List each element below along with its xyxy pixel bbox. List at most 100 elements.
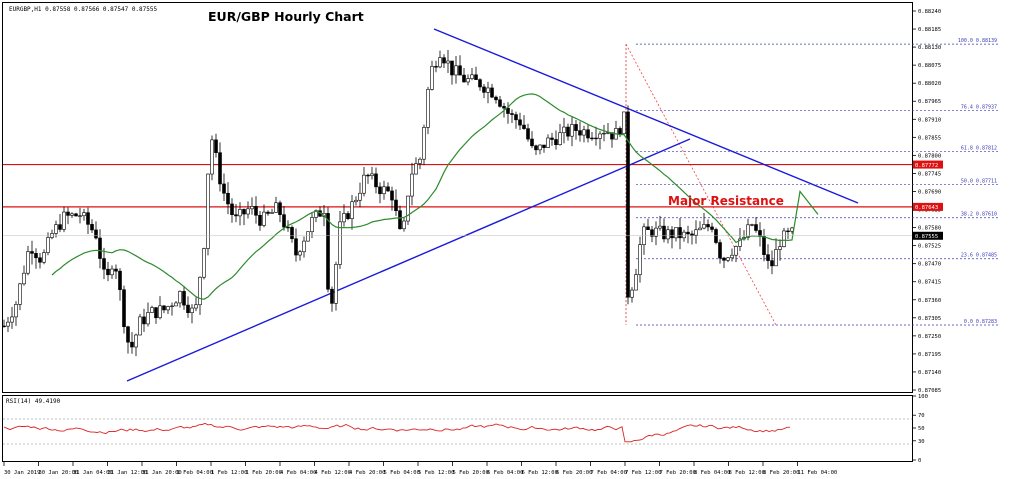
candle-body[interactable] <box>494 96 498 101</box>
candle-body[interactable] <box>330 288 334 304</box>
candle-body[interactable] <box>506 107 510 114</box>
candle-body[interactable] <box>466 78 470 83</box>
candle-body[interactable] <box>290 227 294 240</box>
candle-body[interactable] <box>14 304 18 318</box>
candle-body[interactable] <box>782 230 786 247</box>
candle-body[interactable] <box>582 129 586 136</box>
candle-body[interactable] <box>306 231 310 242</box>
candle-body[interactable] <box>678 227 682 239</box>
candle-body[interactable] <box>666 229 670 240</box>
candle-body[interactable] <box>150 307 154 313</box>
candle-body[interactable] <box>86 212 90 225</box>
candle-body[interactable] <box>526 128 530 140</box>
candle-body[interactable] <box>450 60 454 76</box>
candle-body[interactable] <box>670 229 674 239</box>
candle-body[interactable] <box>50 233 54 238</box>
candle-body[interactable] <box>62 211 66 230</box>
candle-body[interactable] <box>198 276 202 306</box>
trend-lines[interactable] <box>126 28 859 382</box>
candle-body[interactable] <box>338 221 342 265</box>
candle-body[interactable] <box>522 124 526 129</box>
candle-body[interactable] <box>438 57 442 68</box>
fibonacci-retracement[interactable]: 100.0 0.88139 76.4 0.87937 61.8 0.87812 50.… <box>625 38 998 326</box>
candle-body[interactable] <box>634 274 638 291</box>
candle-body[interactable] <box>514 114 518 121</box>
candle-body[interactable] <box>230 203 234 215</box>
candle-body[interactable] <box>286 226 290 229</box>
candle-body[interactable] <box>22 272 26 285</box>
candle-body[interactable] <box>90 224 94 231</box>
candle-body[interactable] <box>362 174 366 194</box>
candle-body[interactable] <box>662 225 666 240</box>
candle-body[interactable] <box>94 229 98 239</box>
candle-body[interactable] <box>270 212 274 214</box>
candle-body[interactable] <box>118 270 122 290</box>
candle-body[interactable] <box>10 316 14 323</box>
candle-body[interactable] <box>702 224 706 229</box>
candle-body[interactable] <box>154 307 158 319</box>
candle-body[interactable] <box>546 137 550 148</box>
candle-body[interactable] <box>654 227 658 237</box>
candle-body[interactable] <box>410 173 414 197</box>
candle-body[interactable] <box>166 306 170 311</box>
candle-body[interactable] <box>210 139 214 175</box>
candle-body[interactable] <box>254 206 258 216</box>
candle-body[interactable] <box>754 224 758 231</box>
candle-body[interactable] <box>658 225 662 229</box>
candle-body[interactable] <box>98 237 102 259</box>
candle-body[interactable] <box>602 132 606 135</box>
candle-body[interactable] <box>294 238 298 256</box>
candle-body[interactable] <box>6 321 10 327</box>
candle-body[interactable] <box>458 65 462 76</box>
candle-body[interactable] <box>78 215 82 217</box>
candle-body[interactable] <box>122 289 126 328</box>
candle-body[interactable] <box>718 242 722 259</box>
candle-body[interactable] <box>578 130 582 136</box>
candle-body[interactable] <box>558 132 562 146</box>
candle-body[interactable] <box>454 65 458 76</box>
candle-body[interactable] <box>746 224 750 238</box>
candle-body[interactable] <box>402 220 406 230</box>
candle-body[interactable] <box>762 236 766 255</box>
resistance-lines[interactable] <box>3 163 912 208</box>
candle-body[interactable] <box>510 113 514 115</box>
candle-body[interactable] <box>674 227 678 239</box>
candle-body[interactable] <box>46 237 50 253</box>
candle-body[interactable] <box>534 145 538 151</box>
candle-body[interactable] <box>158 305 162 319</box>
candle-body[interactable] <box>186 304 190 314</box>
candle-body[interactable] <box>174 302 178 307</box>
candle-body[interactable] <box>498 99 502 107</box>
candle-body[interactable] <box>682 231 686 239</box>
candle-body[interactable] <box>622 111 626 134</box>
candle-body[interactable] <box>238 209 242 217</box>
candle-body[interactable] <box>478 79 482 88</box>
candle-body[interactable] <box>258 214 262 226</box>
candle-body[interactable] <box>282 214 286 228</box>
candle-body[interactable] <box>194 304 198 309</box>
moving-average-line[interactable] <box>51 93 819 300</box>
candle-body[interactable] <box>690 233 694 236</box>
candle-body[interactable] <box>266 211 270 214</box>
candle-body[interactable] <box>734 246 738 256</box>
candle-body[interactable] <box>202 248 206 278</box>
candle-body[interactable] <box>630 289 634 298</box>
candle-body[interactable] <box>414 163 418 175</box>
candle-body[interactable] <box>550 137 554 140</box>
candle-body[interactable] <box>66 211 70 216</box>
candle-body[interactable] <box>70 213 74 216</box>
candle-body[interactable] <box>274 202 278 213</box>
candle-body[interactable] <box>82 212 86 217</box>
candle-body[interactable] <box>370 173 374 176</box>
candle-body[interactable] <box>182 291 186 306</box>
candle-body[interactable] <box>562 126 566 134</box>
candle-body[interactable] <box>310 217 314 233</box>
candle-body[interactable] <box>646 226 650 231</box>
candle-body[interactable] <box>594 137 598 140</box>
candle-body[interactable] <box>162 305 166 311</box>
candle-body[interactable] <box>214 139 218 153</box>
candle-body[interactable] <box>326 213 330 290</box>
candle-body[interactable] <box>502 106 506 109</box>
candle-body[interactable] <box>54 224 58 234</box>
candle-body[interactable] <box>590 137 594 140</box>
